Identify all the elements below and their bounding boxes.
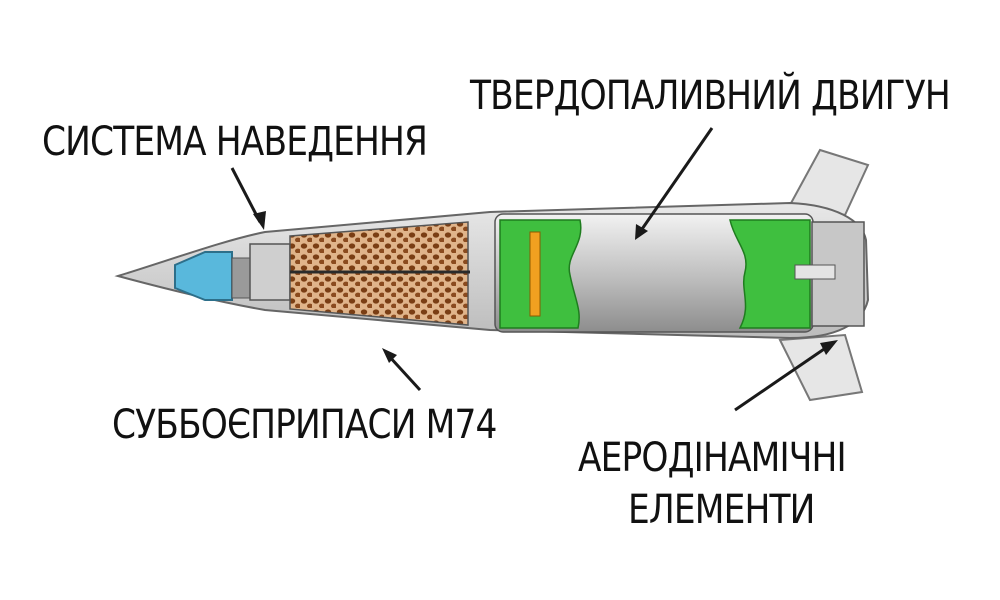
igniter-tube bbox=[529, 231, 541, 317]
nozzle bbox=[794, 264, 836, 280]
lower-fin bbox=[778, 333, 864, 402]
submunitions-arrow bbox=[386, 353, 422, 392]
label-aero-elements-line2: ЕЛЕМЕНТИ bbox=[628, 487, 815, 533]
pointer-arrows bbox=[230, 127, 838, 412]
aero-arrowhead bbox=[820, 340, 838, 355]
motor-arrowhead bbox=[635, 224, 648, 240]
aero-arrow bbox=[734, 343, 831, 412]
label-aero-elements-line1: АЕРОДІНАМІЧНІ bbox=[578, 435, 847, 481]
guidance-section bbox=[249, 243, 291, 301]
submunitions-arrowhead bbox=[382, 348, 397, 363]
motor-arrow bbox=[638, 127, 714, 233]
label-guidance-system: СИСТЕМА НАВЕДЕННЯ bbox=[42, 119, 428, 165]
seeker-head bbox=[174, 251, 233, 301]
guidance-arrow bbox=[230, 167, 262, 223]
label-submunitions: СУББОЄПРИПАСИ М74 bbox=[112, 402, 497, 448]
motor-aft-dome bbox=[729, 219, 811, 329]
label-solid-rocket-motor: ТВЕРДОПАЛИВНИЙ ДВИГУН bbox=[470, 73, 951, 119]
guidance-arrowhead bbox=[253, 211, 266, 230]
